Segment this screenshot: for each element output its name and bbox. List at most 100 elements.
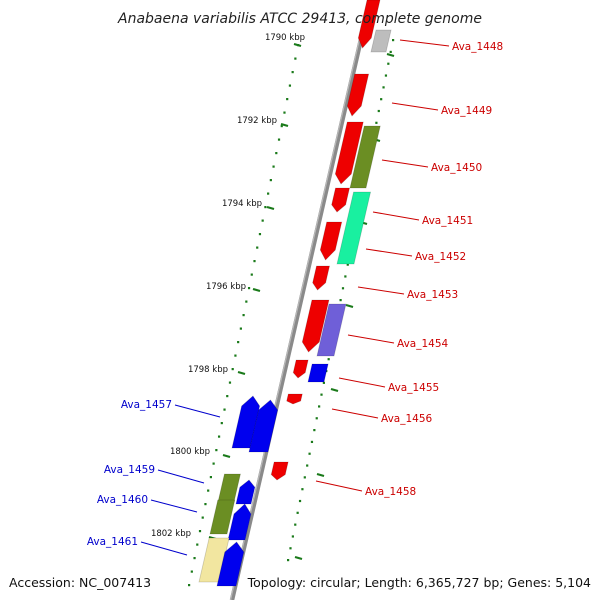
genome-summary-text: Topology: circular; Length: 6,365,727 bp…	[247, 575, 591, 590]
gene-feature-outline	[319, 221, 343, 261]
guide-dot	[245, 300, 248, 303]
guide-dot	[188, 584, 191, 587]
tick-label: 1798 kbp	[188, 365, 228, 375]
gene-feature	[302, 300, 329, 352]
guide-dot	[322, 381, 325, 384]
gene-feature	[337, 192, 371, 264]
tick-label: 1792 kbp	[237, 116, 277, 126]
genome-backbone	[229, 0, 373, 600]
gene-feature-outline	[231, 395, 261, 449]
gene-label: Ava_1461	[87, 536, 138, 548]
tick-mark	[222, 453, 231, 459]
guide-dot	[289, 547, 292, 550]
guide-dot	[239, 327, 242, 330]
gene-leader-line	[365, 248, 413, 257]
tick-mark	[252, 287, 261, 293]
genome-backbone-highlight	[229, 0, 370, 600]
tick-mark	[266, 205, 275, 211]
accession-text: Accession: NC_007413	[9, 575, 151, 590]
guide-dot	[288, 84, 292, 87]
guide-dot	[298, 499, 302, 503]
gene-label: Ava_1450	[431, 162, 482, 174]
gene-label: Ava_1459	[104, 464, 155, 476]
gene-feature-outline	[227, 503, 252, 541]
guide-dot	[286, 98, 289, 101]
gene-leader-line	[357, 286, 405, 295]
guide-dot	[269, 179, 272, 182]
guide-dot	[389, 50, 392, 54]
guide-dot	[306, 464, 309, 467]
guide-dot	[237, 341, 240, 344]
guide-dot	[231, 368, 234, 371]
gene-feature-outline	[316, 303, 347, 357]
guide-dot	[344, 275, 347, 278]
guide-dot	[256, 246, 259, 249]
gene-leader-line	[315, 480, 363, 492]
guide-dot	[303, 476, 306, 479]
gene-label: Ava_1456	[381, 413, 433, 425]
gene-label: Ava_1457	[121, 399, 172, 411]
gene-feature-outline	[370, 29, 392, 53]
guide-dot	[297, 44, 300, 47]
label-layer: Ava_1448 Ava_1449 Ava_1450 Ava_1451 Ava_1452…	[87, 39, 503, 556]
gene-feature	[210, 500, 235, 534]
gene-feature-outline	[346, 73, 370, 117]
guide-dot	[346, 263, 349, 266]
gene-feature	[218, 474, 241, 502]
gene-feature-outline	[336, 191, 372, 265]
gene-leader-line	[174, 404, 221, 418]
gene-feature-outline	[307, 363, 329, 383]
gene-feature	[228, 504, 251, 540]
guide-dot	[258, 233, 262, 236]
gene-leader-line	[372, 211, 420, 221]
gene-feature-outline	[292, 359, 309, 379]
guide-dot	[209, 476, 212, 479]
gene-leader-line	[347, 334, 395, 344]
guide-dot	[253, 260, 256, 263]
gene-feature	[331, 188, 350, 212]
guide-dot	[375, 121, 378, 124]
guide-dot	[190, 570, 193, 573]
guide-dot	[234, 354, 237, 357]
guide-dot	[226, 395, 229, 398]
guide-dot	[287, 559, 290, 562]
guide-dot	[384, 74, 388, 77]
gene-feature	[286, 394, 303, 404]
guide-dot	[261, 219, 264, 222]
guide-dot	[223, 408, 226, 411]
guide-dot	[277, 138, 281, 141]
gene-label: Ava_1452	[415, 251, 466, 263]
gene-feature-outline	[209, 499, 236, 535]
gene-label: Ava_1449	[441, 105, 492, 117]
gene-feature-outline	[331, 187, 351, 213]
guide-dot	[315, 417, 318, 420]
gene-label: Ava_1448	[452, 41, 503, 53]
guide-dot	[339, 299, 342, 302]
tick-mark	[316, 472, 325, 478]
guide-dot	[247, 287, 251, 290]
gene-feature	[308, 364, 329, 382]
guide-dot	[341, 287, 345, 290]
gene-feature	[320, 222, 342, 260]
gene-label: Ava_1453	[407, 289, 458, 301]
gene-feature-outline	[349, 125, 381, 189]
guide-dot	[294, 523, 297, 526]
guide-dot	[283, 111, 286, 114]
guide-dot	[242, 314, 245, 317]
gene-feature-outline	[334, 121, 364, 185]
guide-dot	[308, 452, 311, 455]
tick-mark	[237, 370, 246, 376]
guide-dot	[387, 62, 390, 65]
gene-label: Ava_1454	[397, 338, 449, 350]
guide-dot	[327, 358, 330, 361]
gene-label: Ava_1455	[388, 382, 439, 394]
gene-feature	[335, 122, 364, 184]
gene-feature	[271, 462, 289, 480]
gene-leader-line	[338, 377, 386, 388]
gene-feature-outline	[286, 393, 303, 405]
gene-feature	[217, 542, 244, 586]
guide-dot	[377, 109, 380, 113]
tick-mark	[386, 52, 395, 58]
